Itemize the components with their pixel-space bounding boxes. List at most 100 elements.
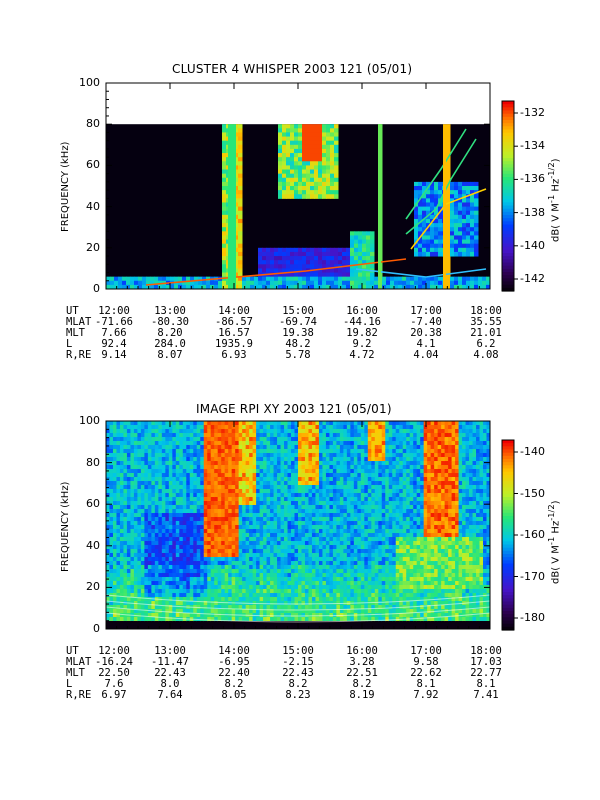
- p2-spectrogram-cell: [336, 577, 341, 582]
- p2-spectrogram-cell: [284, 481, 289, 486]
- p2-spectrogram-cell: [308, 577, 313, 582]
- p2-spectrogram-cell: [165, 497, 170, 502]
- p2-spectrogram-cell: [221, 505, 226, 510]
- p1-colorbar-cell: [502, 189, 514, 194]
- p1-spectrogram-cell: [414, 243, 419, 249]
- p1-spectrogram-cell: [318, 264, 323, 269]
- p2-spectrogram-cell: [210, 517, 215, 522]
- p1-spectrogram-cell: [330, 128, 335, 133]
- p2-spectrogram-cell: [186, 509, 191, 514]
- p2-spectrogram-cell: [263, 617, 268, 622]
- p2-spectrogram-cell: [179, 617, 184, 622]
- p2-spectrogram-cell: [235, 541, 240, 546]
- p2-spectrogram-cell: [200, 437, 205, 442]
- p2-spectrogram-cell: [186, 437, 191, 442]
- p2-spectrogram-cell: [308, 461, 313, 466]
- p2-spectrogram-cell: [196, 425, 201, 430]
- p2-spectrogram-cell: [168, 509, 173, 514]
- p1-spectrogram-cell: [350, 284, 355, 290]
- p1-ephem-value: 14:00: [218, 305, 250, 317]
- p1-spectrogram-cell: [446, 231, 451, 236]
- p2-spectrogram-cell: [210, 577, 215, 582]
- p2-spectrogram-cell: [109, 577, 114, 582]
- p1-spectrogram-cell: [234, 190, 239, 195]
- p1-spectrogram-cell: [322, 194, 327, 199]
- p2-spectrogram-cell: [109, 493, 114, 498]
- p1-spectrogram-cell: [446, 260, 451, 265]
- p1-spectrogram-cell: [454, 210, 459, 216]
- p1-spectrogram-cell: [470, 202, 475, 208]
- p2-spectrogram-cell: [325, 473, 330, 478]
- p2-spectrogram-cell: [249, 521, 254, 526]
- p2-spectrogram-cell: [207, 577, 212, 582]
- p2-spectrogram-cell: [109, 465, 114, 470]
- p2-spectrogram-cell: [137, 421, 142, 426]
- p1-spectrogram-cell: [222, 190, 227, 195]
- p2-spectrogram-cell: [263, 501, 268, 506]
- p2-spectrogram-cell: [140, 497, 145, 502]
- p1-spectrogram-cell: [302, 284, 307, 290]
- p1-spectrogram-cell: [318, 272, 323, 278]
- p2-spectrogram-cell: [119, 497, 124, 502]
- p1-spectrogram-cell: [430, 239, 435, 245]
- p1-spectrogram-cell: [282, 280, 287, 286]
- p1-colorbar-tick-label: -140: [520, 238, 545, 252]
- p2-spectrogram-cell: [119, 569, 124, 574]
- p2-spectrogram-cell: [147, 533, 152, 538]
- p2-spectrogram-cell: [318, 529, 323, 534]
- p2-spectrogram-cell: [168, 557, 173, 562]
- p2-spectrogram-cell: [221, 521, 226, 526]
- p2-spectrogram-cell: [210, 613, 215, 618]
- p2-spectrogram-cell: [284, 605, 289, 610]
- p2-spectrogram-cell: [252, 429, 257, 434]
- p1-ephem-value: 4.72: [349, 349, 375, 361]
- p1-spectrogram-cell: [370, 235, 375, 241]
- p1-spectrogram-cell: [282, 128, 287, 133]
- p1-spectrogram-cell: [438, 276, 443, 282]
- p2-spectrogram-cell: [221, 481, 226, 486]
- p2-spectrogram-cell: [109, 565, 114, 570]
- p1-spectrogram-cell: [282, 124, 287, 129]
- p1-spectrogram-cell: [398, 284, 403, 290]
- p1-spectrogram-cell: [222, 202, 227, 208]
- p2-spectrogram-cell: [130, 529, 135, 534]
- p2-spectrogram-cell: [249, 541, 254, 546]
- p2-spectrogram-cell: [130, 617, 135, 622]
- p2-spectrogram-cell: [221, 493, 226, 498]
- p2-spectrogram-cell: [245, 441, 250, 446]
- p2-spectrogram-cell: [154, 485, 159, 490]
- p1-spectrogram-cell: [326, 124, 331, 129]
- p2-spectrogram-cell: [210, 553, 215, 558]
- p1-spectrogram-cell: [434, 186, 439, 191]
- p2-spectrogram-cell: [329, 485, 334, 490]
- p2-spectrogram-cell: [217, 545, 222, 550]
- p1-spectrogram-cell: [266, 251, 271, 257]
- p2-spectrogram-cell: [151, 613, 156, 618]
- p2-spectrogram-cell: [259, 461, 264, 466]
- p2-spectrogram-cell: [158, 437, 163, 442]
- p1-spectrogram-cell: [266, 284, 271, 290]
- p2-spectrogram-cell: [161, 501, 166, 506]
- p2-spectrogram-cell: [329, 553, 334, 558]
- p1-spectrogram-cell: [234, 268, 239, 274]
- p2-spectrogram-cell: [228, 453, 233, 458]
- p2-spectrogram-cell: [266, 533, 271, 538]
- p2-spectrogram-cell: [200, 445, 205, 450]
- p2-spectrogram-cell: [106, 557, 110, 562]
- p1-spectrogram-cell: [434, 218, 439, 224]
- p2-spectrogram-cell: [231, 429, 236, 434]
- p2-spectrogram-cell: [270, 469, 275, 474]
- p2-spectrogram-cell: [182, 529, 187, 534]
- p2-spectrogram-cell: [291, 573, 296, 578]
- p2-spectrogram-cell: [193, 465, 198, 470]
- p1-spectrogram-cell: [458, 280, 463, 286]
- p2-spectrogram-cell: [137, 581, 142, 586]
- p2-spectrogram-cell: [318, 453, 323, 458]
- p1-spectrogram-cell: [426, 284, 431, 290]
- p2-spectrogram-cell: [189, 489, 194, 494]
- p2-spectrogram-cell: [329, 449, 334, 454]
- p2-spectrogram-cell: [277, 581, 282, 586]
- p2-spectrogram-cell: [231, 557, 236, 562]
- p2-spectrogram-cell: [301, 425, 306, 430]
- p2-spectrogram-cell: [130, 421, 135, 426]
